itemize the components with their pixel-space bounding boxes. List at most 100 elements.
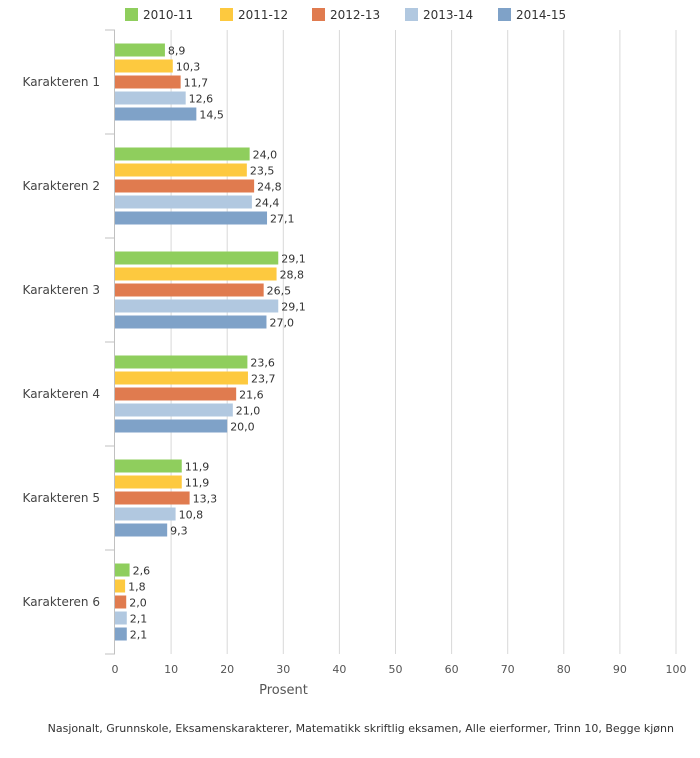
data-label: 23,5 [250, 165, 275, 178]
x-tick-label: 50 [389, 663, 403, 676]
data-label: 2,0 [129, 597, 147, 610]
bar[interactable] [115, 595, 127, 609]
bar[interactable] [115, 491, 190, 505]
data-label: 9,3 [170, 525, 188, 538]
x-tick-label: 10 [164, 663, 178, 676]
data-label: 11,9 [185, 477, 210, 490]
legend-swatch [220, 8, 233, 21]
bar[interactable] [115, 147, 250, 161]
data-label: 8,9 [168, 45, 186, 58]
bar[interactable] [115, 211, 268, 225]
data-label: 24,4 [255, 197, 280, 210]
x-tick-label: 0 [112, 663, 119, 676]
data-label: 23,7 [251, 373, 276, 386]
legend-swatch [405, 8, 418, 21]
bar[interactable] [115, 459, 182, 473]
bar[interactable] [115, 387, 237, 401]
legend-swatch [125, 8, 138, 21]
bar[interactable] [115, 523, 168, 537]
legend-item[interactable]: 2013-14 [405, 8, 473, 22]
x-tick-label: 80 [557, 663, 571, 676]
data-label: 2,6 [133, 565, 151, 578]
legend-label: 2010-11 [143, 8, 193, 22]
x-tick-label: 20 [220, 663, 234, 676]
x-axis-title: Prosent [259, 683, 308, 698]
bar[interactable] [115, 315, 267, 329]
bar[interactable] [115, 371, 248, 385]
bar[interactable] [115, 507, 176, 521]
bar[interactable] [115, 403, 233, 417]
x-tick-label: 40 [332, 663, 346, 676]
bar[interactable] [115, 267, 277, 281]
data-label: 1,8 [128, 581, 146, 594]
bar[interactable] [115, 59, 173, 73]
x-axis: 0 10 20 30 40 50 60 70 80 90 100 [112, 663, 687, 676]
data-label: 24,8 [257, 181, 282, 194]
bar[interactable] [115, 179, 255, 193]
bar[interactable] [115, 75, 181, 89]
data-label: 13,3 [193, 493, 218, 506]
bar[interactable] [115, 419, 228, 433]
bar[interactable] [115, 579, 126, 593]
category-label: Karakteren 2 [23, 179, 100, 193]
bar[interactable] [115, 627, 127, 641]
data-label: 23,6 [250, 357, 275, 370]
x-tick-label: 100 [666, 663, 687, 676]
bar[interactable] [115, 563, 130, 577]
legend-swatch [498, 8, 511, 21]
legend-label: 2011-12 [238, 8, 288, 22]
bar[interactable] [115, 251, 279, 265]
data-label: 27,0 [269, 317, 294, 330]
bar[interactable] [115, 611, 127, 625]
bars: 8,9 10,3 11,7 12,6 14,5 24,0 23,5 24,8 24,4 27,1 2… [115, 43, 306, 642]
data-label: 21,6 [239, 389, 264, 402]
bar[interactable] [115, 107, 197, 121]
data-label: 29,1 [281, 301, 306, 314]
category-axis: Karakteren 1 Karakteren 2 Karakteren 3 Kara… [23, 29, 115, 655]
x-tick-label: 30 [276, 663, 290, 676]
legend-label: 2012-13 [330, 8, 380, 22]
category-label: Karakteren 1 [23, 75, 100, 89]
bar[interactable] [115, 195, 252, 209]
data-label: 27,1 [270, 213, 295, 226]
legend-label: 2014-15 [516, 8, 566, 22]
category-label: Karakteren 5 [23, 491, 100, 505]
bar[interactable] [115, 283, 264, 297]
data-label: 26,5 [267, 285, 292, 298]
bar[interactable] [115, 355, 248, 369]
data-label: 10,8 [179, 509, 204, 522]
data-label: 11,9 [185, 461, 210, 474]
legend-swatch [312, 8, 325, 21]
legend-label: 2013-14 [423, 8, 473, 22]
gridlines [170, 30, 677, 654]
x-tick-label: 60 [445, 663, 459, 676]
legend[interactable]: 2010-11 2011-12 2012-13 2013-14 2014-15 [125, 8, 566, 22]
data-label: 28,8 [280, 269, 305, 282]
data-label: 14,5 [199, 109, 224, 122]
bar[interactable] [115, 91, 186, 105]
data-label: 29,1 [281, 253, 306, 266]
data-label: 11,7 [184, 77, 209, 90]
data-label: 24,0 [253, 149, 278, 162]
legend-item[interactable]: 2014-15 [498, 8, 566, 22]
x-tick-label: 90 [613, 663, 627, 676]
data-label: 12,6 [189, 93, 214, 106]
data-label: 2,1 [130, 629, 148, 642]
category-label: Karakteren 3 [23, 283, 100, 297]
bar[interactable] [115, 299, 279, 313]
x-tick-label: 70 [501, 663, 515, 676]
data-label: 2,1 [130, 613, 148, 626]
bar[interactable] [115, 163, 247, 177]
data-label: 10,3 [176, 61, 201, 74]
legend-item[interactable]: 2010-11 [125, 8, 193, 22]
data-label: 21,0 [236, 405, 261, 418]
footer-note: Nasjonalt, Grunnskole, Eksamenskaraktere… [48, 722, 674, 735]
data-label: 20,0 [230, 421, 255, 434]
bar[interactable] [115, 475, 182, 489]
bar[interactable] [115, 43, 165, 57]
legend-item[interactable]: 2012-13 [312, 8, 380, 22]
category-label: Karakteren 6 [23, 595, 100, 609]
legend-item[interactable]: 2011-12 [220, 8, 288, 22]
category-label: Karakteren 4 [23, 387, 100, 401]
